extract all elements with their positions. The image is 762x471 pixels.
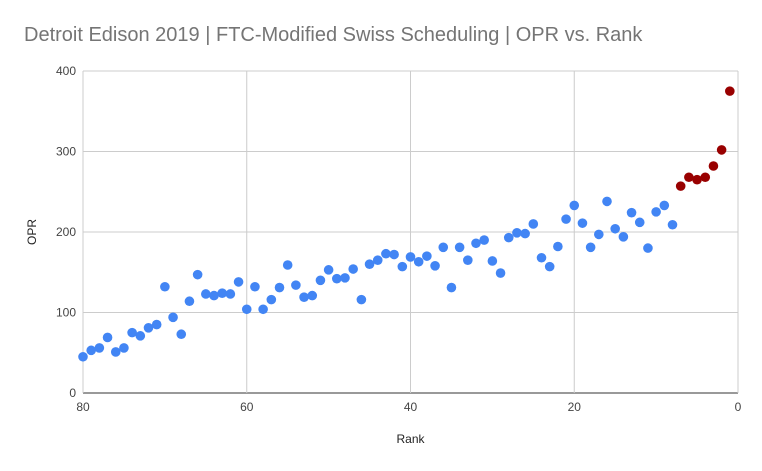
data-point <box>241 304 252 315</box>
data-point <box>413 256 424 267</box>
data-point <box>364 259 375 270</box>
data-point <box>340 273 350 283</box>
y-tick-label: 100 <box>56 306 76 320</box>
data-point <box>225 289 236 299</box>
chart-title: Detroit Edison 2019 | FTC-Modified Swiss… <box>24 24 643 46</box>
data-point <box>102 332 113 343</box>
highlight-data-point <box>684 172 694 183</box>
data-point <box>209 290 219 301</box>
data-point <box>479 235 489 245</box>
highlight-data-point <box>725 86 735 96</box>
x-axis-label: Rank <box>396 432 425 446</box>
data-point <box>536 252 547 263</box>
data-point <box>495 268 506 278</box>
x-tick-label: 20 <box>568 400 582 414</box>
x-tick-label: 0 <box>735 400 742 414</box>
data-point <box>143 322 154 333</box>
data-point <box>291 280 301 290</box>
data-point <box>282 260 293 270</box>
data-point <box>602 196 612 207</box>
y-tick-label: 200 <box>56 225 76 239</box>
y-tick-label: 400 <box>56 64 76 78</box>
data-point <box>266 294 277 305</box>
data-point <box>454 242 465 253</box>
x-tick-label: 40 <box>404 400 418 414</box>
data-point <box>184 296 195 307</box>
data-point <box>405 252 416 262</box>
data-point <box>561 214 571 224</box>
data-point <box>430 261 440 271</box>
data-point <box>348 264 358 274</box>
data-point <box>160 281 170 292</box>
data-point <box>487 256 498 266</box>
data-point <box>446 282 457 293</box>
data-point <box>332 273 342 284</box>
data-point <box>610 223 620 234</box>
data-point <box>110 347 121 357</box>
data-points <box>78 86 735 362</box>
data-point <box>258 304 268 315</box>
x-tick-label: 60 <box>240 400 254 414</box>
data-point <box>585 242 596 253</box>
data-point <box>299 292 309 303</box>
data-point <box>127 327 137 338</box>
data-point <box>577 218 588 228</box>
data-point <box>381 248 391 259</box>
y-axis-label: OPR <box>25 219 39 245</box>
data-point <box>643 243 653 253</box>
data-point <box>626 207 637 218</box>
data-point <box>471 238 481 249</box>
data-point <box>192 269 203 280</box>
highlight-data-point <box>716 145 727 155</box>
data-point <box>438 242 449 253</box>
data-point <box>274 282 285 293</box>
data-point <box>307 290 318 301</box>
data-point <box>503 232 514 243</box>
data-point <box>397 261 408 272</box>
data-point <box>78 351 88 362</box>
data-point <box>512 228 522 238</box>
data-point <box>168 312 178 323</box>
data-point <box>618 232 629 242</box>
data-point <box>389 249 399 260</box>
data-point <box>463 255 473 265</box>
data-point <box>553 241 563 252</box>
data-point <box>323 265 334 275</box>
data-point <box>372 255 383 265</box>
grid-lines <box>82 70 739 394</box>
data-point <box>233 277 244 287</box>
highlight-data-point <box>700 172 711 183</box>
highlight-data-point <box>692 174 702 185</box>
highlight-data-point <box>675 181 686 191</box>
data-point <box>119 343 129 353</box>
data-point <box>94 343 105 353</box>
data-point <box>315 275 326 286</box>
data-point <box>659 200 670 211</box>
data-point <box>250 281 260 292</box>
data-point <box>422 251 432 261</box>
data-point <box>667 219 678 230</box>
x-tick-label: 80 <box>76 400 90 414</box>
data-point <box>569 200 580 211</box>
data-point <box>520 228 530 239</box>
data-point <box>634 217 645 228</box>
y-tick-label: 0 <box>69 386 76 400</box>
data-point <box>201 289 211 299</box>
data-point <box>86 345 96 356</box>
data-point <box>135 331 146 341</box>
data-point <box>651 207 661 217</box>
data-point <box>356 294 367 305</box>
data-point <box>176 329 187 340</box>
data-point <box>594 229 604 240</box>
data-point <box>151 319 162 330</box>
highlight-data-point <box>708 161 719 171</box>
data-point <box>544 261 555 272</box>
y-tick-label: 300 <box>56 145 76 159</box>
data-point <box>217 288 227 298</box>
data-point <box>528 219 539 229</box>
